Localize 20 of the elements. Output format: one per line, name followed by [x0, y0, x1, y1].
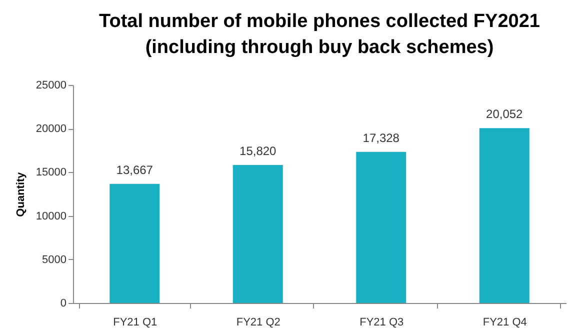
x-tick-label: FY21 Q1 — [113, 316, 158, 328]
bar — [479, 128, 530, 303]
bar — [110, 184, 160, 303]
y-axis-title: Quantity — [14, 171, 27, 217]
y-tick-label: 25000 — [36, 80, 66, 92]
y-tick-label: 0 — [60, 298, 66, 310]
data-label: 17,328 — [362, 130, 400, 145]
x-tick-label: FY21 Q2 — [236, 316, 280, 328]
bar — [232, 165, 283, 303]
y-tick-label: 20000 — [36, 123, 66, 136]
y-tick-label: 15000 — [36, 166, 66, 179]
bar — [356, 152, 406, 303]
data-label: 20,052 — [486, 107, 524, 122]
data-label: 15,820 — [240, 144, 277, 158]
x-tick-label: FY21 Q4 — [482, 316, 527, 328]
data-label: 13,667 — [116, 162, 154, 177]
chart-title: Total number of mobile phones collected FY2021 (including through buy back schemes) — [99, 11, 540, 58]
y-tick-label: 5000 — [42, 254, 66, 266]
y-tick-label: 10000 — [36, 210, 66, 222]
x-tick-label: FY21 Q3 — [360, 316, 404, 328]
